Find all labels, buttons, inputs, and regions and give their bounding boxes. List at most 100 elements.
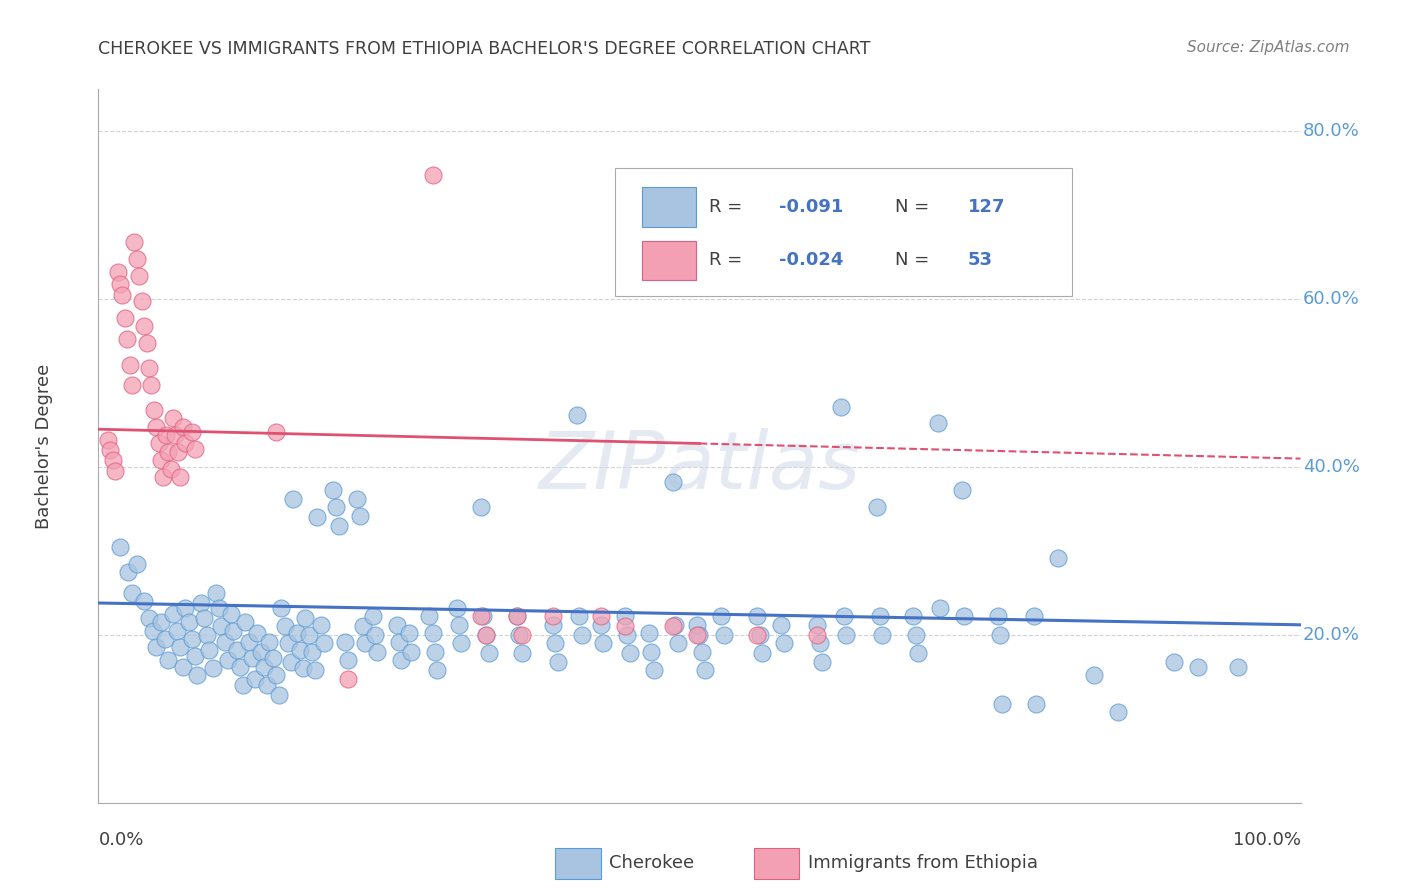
Point (222, 624, 245, 638)
Point (104, 464, 127, 478)
Point (238, 634, 260, 648)
Point (747, 628, 769, 642)
Point (274, 619, 297, 633)
Point (870, 628, 893, 642)
Point (866, 500, 889, 515)
Point (107, 265, 129, 279)
Point (806, 617, 828, 632)
Point (830, 400, 852, 414)
Point (153, 632, 176, 646)
Point (950, 483, 973, 498)
Point (285, 626, 308, 640)
Point (325, 500, 347, 515)
Point (145, 640, 167, 655)
Point (903, 609, 925, 624)
Point (904, 628, 927, 642)
Point (131, 293, 153, 308)
Point (138, 360, 160, 375)
Point (666, 636, 689, 650)
Point (508, 628, 530, 642)
Point (547, 655, 569, 669)
Point (544, 636, 567, 650)
Point (710, 609, 733, 624)
Point (205, 586, 228, 600)
Point (232, 678, 254, 692)
Text: Cherokee: Cherokee (609, 855, 695, 872)
Point (352, 619, 374, 633)
Point (128, 268, 150, 283)
Point (152, 470, 174, 484)
Point (541, 609, 564, 624)
Point (592, 636, 614, 650)
Point (928, 601, 950, 615)
Point (450, 636, 472, 650)
Point (177, 615, 200, 630)
Point (256, 678, 278, 692)
Point (1227, 660, 1250, 674)
Point (195, 628, 218, 642)
Point (141, 624, 163, 638)
Point (266, 425, 288, 439)
Point (267, 689, 290, 703)
Point (333, 634, 356, 648)
Point (314, 636, 336, 650)
Point (270, 601, 292, 615)
Text: 0.0%: 0.0% (98, 831, 143, 849)
Point (155, 428, 177, 442)
Point (349, 508, 371, 523)
Point (366, 645, 388, 659)
Point (337, 672, 360, 686)
Text: -0.091: -0.091 (779, 198, 844, 216)
Point (772, 636, 794, 650)
Point (987, 609, 1010, 624)
Point (565, 408, 588, 422)
Point (114, 310, 136, 325)
Point (266, 668, 288, 682)
Point (1187, 660, 1209, 674)
Point (619, 646, 641, 660)
FancyBboxPatch shape (616, 168, 1073, 296)
Point (118, 358, 141, 372)
Point (157, 653, 180, 667)
Bar (641, 241, 696, 280)
Point (209, 619, 232, 633)
Point (1083, 668, 1105, 682)
Point (422, 626, 444, 640)
Text: -0.024: -0.024 (779, 252, 844, 269)
Point (510, 646, 533, 660)
Point (159, 461, 181, 475)
Point (294, 611, 316, 625)
Point (398, 626, 420, 640)
Point (174, 436, 197, 450)
Point (506, 609, 529, 624)
Point (640, 645, 662, 659)
Point (686, 628, 709, 642)
Point (257, 634, 280, 648)
Point (346, 491, 368, 506)
Point (770, 617, 793, 632)
Point (125, 557, 148, 571)
Point (108, 277, 131, 291)
Point (169, 470, 191, 484)
Text: 127: 127 (967, 198, 1005, 216)
Point (125, 252, 148, 266)
Point (145, 419, 167, 434)
Point (1022, 609, 1045, 624)
Point (249, 645, 271, 659)
Point (835, 628, 858, 642)
Point (364, 628, 387, 642)
Text: R =: R = (709, 198, 748, 216)
Text: R =: R = (709, 252, 748, 269)
Text: Immigrants from Ethiopia: Immigrants from Ethiopia (807, 855, 1038, 872)
Point (423, 645, 446, 659)
Point (470, 609, 492, 624)
Point (157, 445, 180, 459)
Point (149, 453, 172, 467)
Point (290, 643, 312, 657)
Point (541, 617, 564, 632)
Point (991, 697, 1014, 711)
Point (117, 332, 139, 346)
Text: 100.0%: 100.0% (1233, 831, 1301, 849)
Point (869, 609, 891, 624)
Point (422, 168, 444, 182)
